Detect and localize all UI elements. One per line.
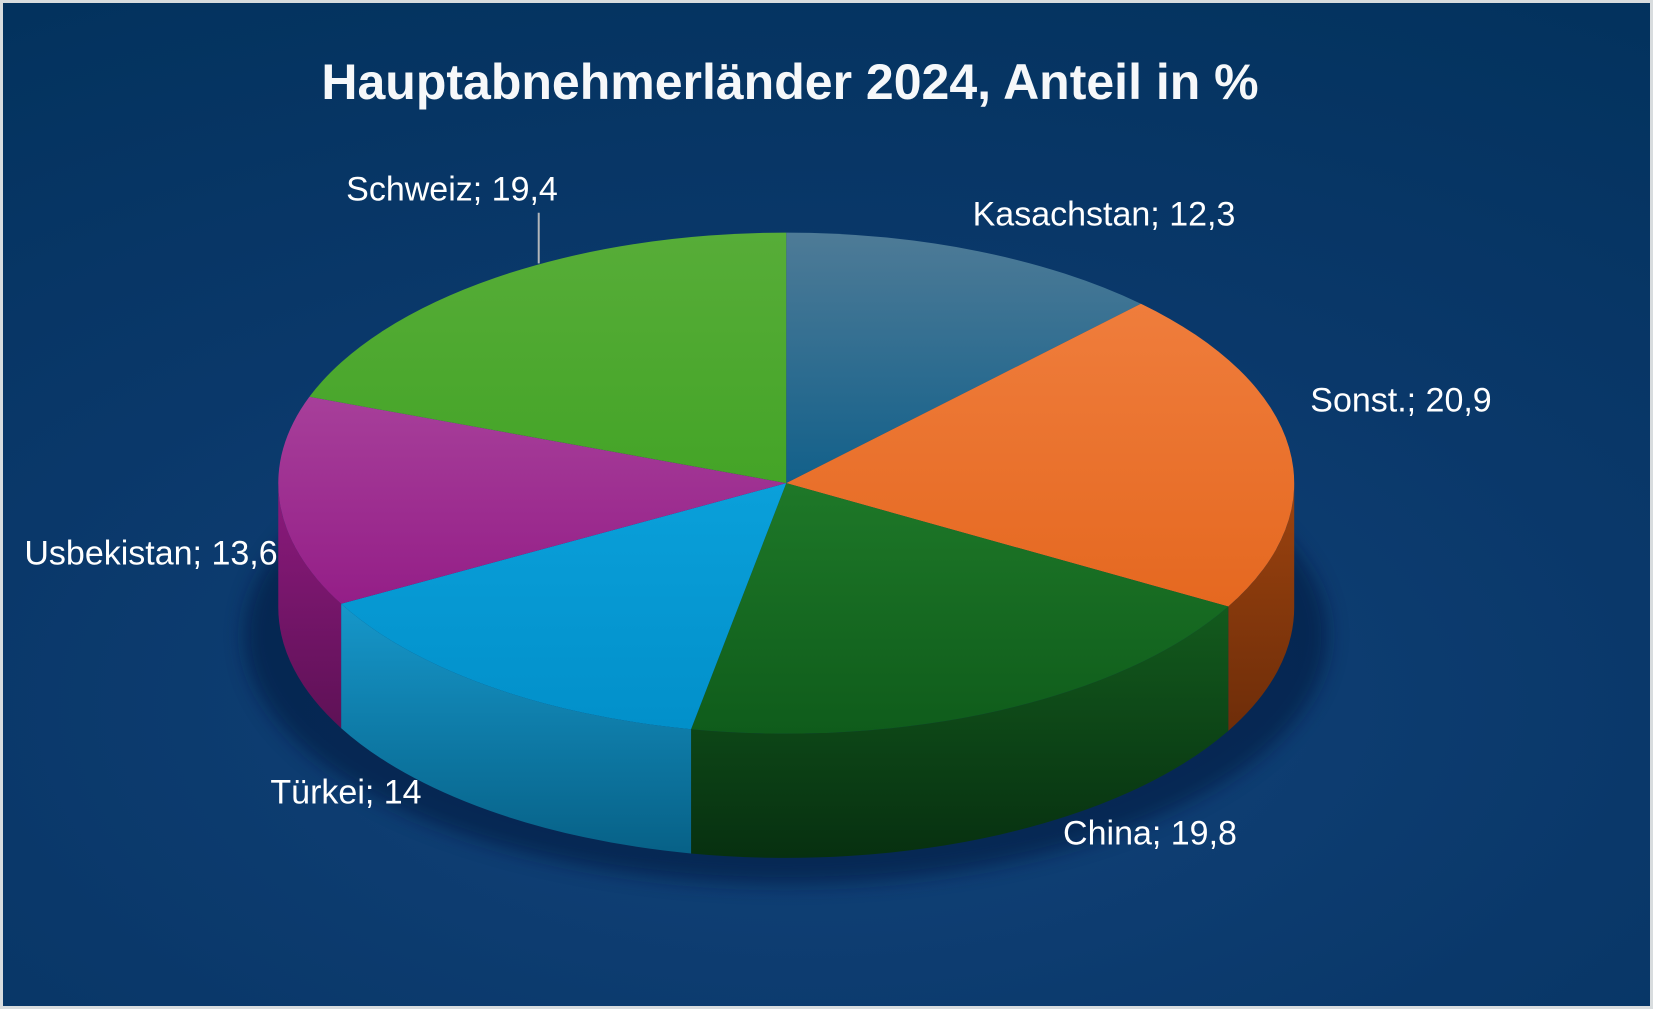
pie-slice-kasachstan xyxy=(786,232,1141,484)
slice-label-kasachstan: Kasachstan; 12,3 xyxy=(972,195,1236,234)
pie-slice-china xyxy=(691,483,1229,734)
chart-title: Hauptabnehmerländer 2024, Anteil in % xyxy=(321,54,1259,110)
pie-slice-usbekistan xyxy=(278,396,787,604)
slice-label-sonst: Sonst.; 20,9 xyxy=(1310,381,1492,420)
slice-label-china: China; 19,8 xyxy=(1063,814,1237,853)
slice-label-usbekistan: Usbekistan; 13,6 xyxy=(24,534,278,573)
pie-slice-sonst xyxy=(786,303,1295,607)
pie-slice-türkei xyxy=(341,483,787,730)
pie-side-usbekistan xyxy=(278,483,342,729)
pie-3d xyxy=(244,212,1328,884)
slice-label-türkei: Türkei; 14 xyxy=(270,773,422,812)
pie-side-china xyxy=(691,606,1229,858)
pie-slice-schweiz xyxy=(309,232,787,484)
pie-side-sonst xyxy=(1228,483,1295,731)
slice-label-schweiz: Schweiz; 19,4 xyxy=(346,170,558,209)
pie-side-türkei xyxy=(341,603,692,854)
